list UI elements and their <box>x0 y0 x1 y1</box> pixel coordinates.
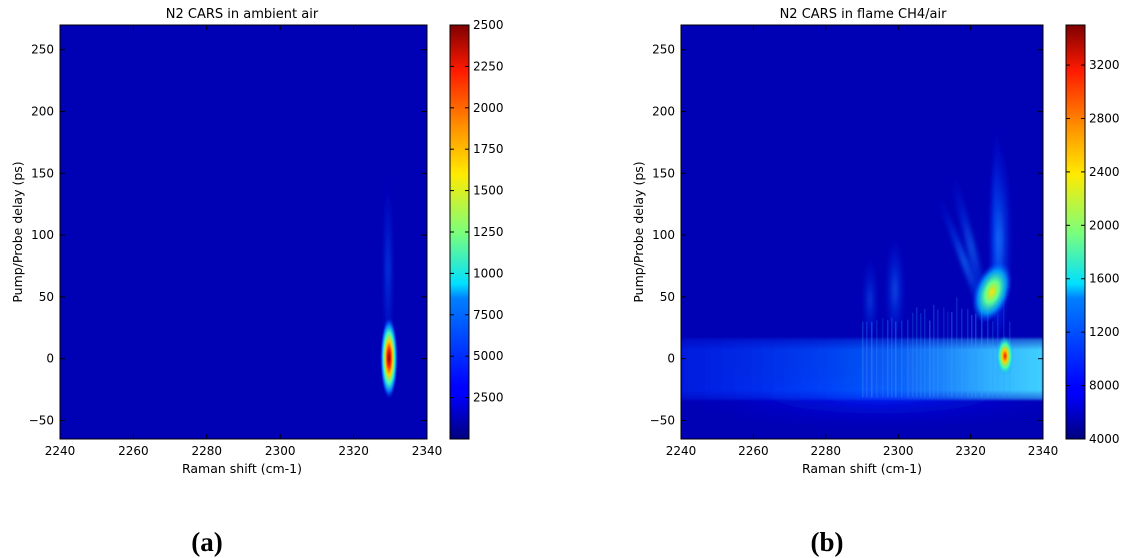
striation <box>924 308 926 397</box>
colorbar-tick-label: 2800 <box>1089 111 1120 125</box>
striation <box>929 320 931 397</box>
striation <box>951 311 953 397</box>
colorbar-ticks-b: 3200 2800 2400 2000 1600 1200 8000 4000 <box>1066 58 1120 446</box>
y-tick-label: 150 <box>652 166 675 180</box>
y-tick-label: 150 <box>31 166 54 180</box>
chart-title-b: N2 CARS in flame CH4/air <box>780 7 948 22</box>
striation <box>871 321 873 397</box>
y-ticks-b: −50 0 50 100 150 200 250 <box>650 43 1043 427</box>
x-ticks-b: 2240 2260 2280 2300 2320 2340 <box>666 25 1059 458</box>
y-tick-label: 50 <box>660 290 675 304</box>
y-tick-label: −50 <box>29 413 54 427</box>
striation <box>866 321 868 397</box>
plot-frame-a <box>59 24 428 440</box>
striation <box>961 308 963 397</box>
striation <box>992 321 994 397</box>
x-tick-label: 2280 <box>811 444 842 458</box>
striation <box>937 309 939 397</box>
colorbar-tick-label: 1200 <box>1089 325 1120 339</box>
colorbar-tick-label: 7500 <box>473 308 504 322</box>
striation <box>895 321 897 397</box>
heatmap-area-a <box>60 25 427 439</box>
x-tick-label: 2280 <box>192 444 223 458</box>
colorbar-tick-label: 5000 <box>473 349 504 363</box>
striation <box>887 320 889 397</box>
colorbar-tick-label: 2000 <box>473 101 504 115</box>
colorbar-tick-label: 4000 <box>1089 432 1120 446</box>
heatmap-peak-b <box>996 336 1014 376</box>
y-tick-label: 200 <box>652 105 675 119</box>
striation <box>862 321 864 397</box>
y-ticks-a: −50 0 50 100 150 200 250 <box>29 43 427 427</box>
heatmap-band-b <box>681 338 1043 400</box>
y-axis-label-b: Pump/Probe delay (ps) <box>631 161 646 302</box>
chart-title-a: N2 CARS in ambient air <box>166 7 319 22</box>
striation <box>876 320 878 397</box>
striation <box>975 313 977 397</box>
striation <box>933 304 935 397</box>
panel-label-b: (b) <box>811 527 844 557</box>
plot-frame-b <box>680 24 1044 440</box>
colorbar-tick-label: 1000 <box>473 266 504 280</box>
striation <box>943 307 945 397</box>
x-tick-label: 2240 <box>666 444 697 458</box>
colorbar-tick-label: 1250 <box>473 225 504 239</box>
colorbar-tick-label: 1500 <box>473 184 504 198</box>
striation <box>956 297 958 397</box>
striation <box>907 319 909 397</box>
x-tick-label: 2300 <box>265 444 296 458</box>
colorbar-tick-label: 1600 <box>1089 272 1120 286</box>
striation <box>981 290 983 397</box>
panel-label-a: (a) <box>191 527 222 557</box>
colorbar-tick-label: 2000 <box>1089 218 1120 232</box>
x-tick-label: 2300 <box>883 444 914 458</box>
striation <box>947 311 949 397</box>
colorbar-tick-label: 2500 <box>473 18 504 32</box>
x-axis-label-a: Raman shift (cm-1) <box>182 461 302 476</box>
x-tick-label: 2240 <box>45 444 76 458</box>
panel-b: N2 CARS in flame CH4/air 2240 2260 228 <box>631 7 1120 557</box>
y-tick-label: 0 <box>46 352 54 366</box>
x-tick-label: 2260 <box>738 444 769 458</box>
colorbar-tick-label: 2400 <box>1089 165 1120 179</box>
colorbar-tick-label: 2500 <box>473 391 504 405</box>
y-tick-label: −50 <box>650 413 675 427</box>
heatmap-streak-b6 <box>862 255 878 345</box>
x-tick-label: 2320 <box>338 444 369 458</box>
y-tick-label: 0 <box>667 352 675 366</box>
colorbar-b <box>1065 24 1086 440</box>
colorbar-tick-label: 3200 <box>1089 58 1120 72</box>
heatmap-blob-b <box>971 261 1013 323</box>
x-tick-label: 2260 <box>118 444 149 458</box>
y-tick-label: 50 <box>39 290 54 304</box>
x-tick-label: 2320 <box>955 444 986 458</box>
striation <box>987 296 989 397</box>
striation <box>916 307 918 397</box>
x-axis-label-b: Raman shift (cm-1) <box>802 461 922 476</box>
y-tick-label: 250 <box>652 43 675 57</box>
striation <box>920 313 922 397</box>
striation <box>891 317 893 397</box>
heatmap-streak-b5 <box>885 235 905 345</box>
striation <box>882 318 884 397</box>
striation <box>971 314 973 397</box>
heatmap-peak-a <box>380 316 398 400</box>
x-tick-label: 2340 <box>412 444 443 458</box>
panel-a: N2 CARS in ambient air 2240 2260 2280 2300 2… <box>10 7 504 557</box>
y-tick-label: 200 <box>31 105 54 119</box>
x-ticks-a: 2240 2260 2280 2300 2320 2340 <box>45 25 443 458</box>
striation <box>901 320 903 397</box>
y-tick-label: 250 <box>31 43 54 57</box>
colorbar-tick-label: 1750 <box>473 142 504 156</box>
y-tick-label: 100 <box>31 228 54 242</box>
striation <box>912 312 914 397</box>
y-tick-label: 100 <box>652 228 675 242</box>
x-tick-label: 2340 <box>1028 444 1059 458</box>
colorbar-ticks-a: 2500 2250 2000 1750 1500 1250 1000 7500 5000 2500 <box>450 18 504 405</box>
colorbar-tick-label: 8000 <box>1089 379 1120 393</box>
striation <box>967 309 969 397</box>
y-axis-label-a: Pump/Probe delay (ps) <box>10 161 25 302</box>
colorbar-tick-label: 2250 <box>473 59 504 73</box>
